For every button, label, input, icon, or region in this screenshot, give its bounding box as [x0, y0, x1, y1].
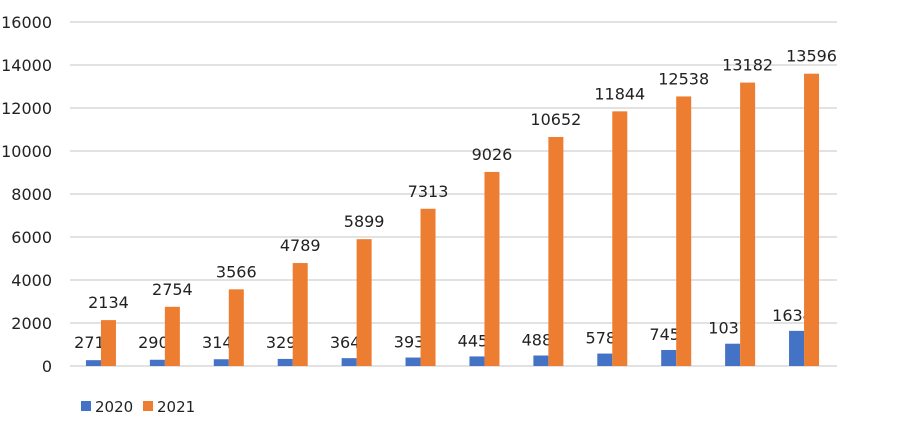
data-label: 578	[586, 329, 617, 348]
bar-2020	[149, 359, 165, 366]
y-tick-label: 10000	[1, 142, 52, 161]
bar-2021	[804, 73, 820, 366]
bar-2020	[213, 359, 229, 366]
data-label: 1634	[772, 306, 813, 325]
bar-2021	[612, 111, 628, 366]
data-label: 329	[266, 333, 297, 352]
bar-2020	[277, 358, 293, 366]
data-label: 10652	[530, 110, 581, 129]
bar-2020	[597, 353, 613, 366]
data-label: 9026	[472, 145, 513, 164]
bar-2021	[356, 239, 372, 366]
bar-2020	[725, 343, 741, 366]
bar-2021	[548, 136, 564, 366]
bar-2020	[789, 330, 805, 366]
data-label: 393	[394, 333, 425, 352]
y-tick-label: 4000	[11, 271, 52, 290]
data-label: 445	[458, 331, 489, 350]
bar-2021	[484, 171, 500, 366]
data-label: 290	[138, 333, 169, 352]
y-tick-label: 14000	[1, 56, 52, 75]
data-label: 364	[330, 333, 361, 352]
bar-2020	[85, 360, 101, 366]
bar-2021	[164, 306, 180, 366]
y-tick-label: 6000	[11, 228, 52, 247]
y-tick-label: 2000	[11, 314, 52, 333]
bar-2020	[405, 357, 421, 366]
bar-2020	[469, 356, 485, 366]
legend-label: 2021	[157, 398, 195, 416]
data-label: 12538	[658, 69, 709, 88]
y-tick-label: 12000	[1, 99, 52, 118]
data-label: 314	[202, 333, 233, 352]
data-label: 7313	[408, 182, 449, 201]
data-label: 3566	[216, 262, 257, 281]
bar-2020	[533, 355, 549, 366]
legend-swatch	[81, 401, 91, 411]
y-tick-label: 16000	[1, 13, 52, 32]
bar-2021	[228, 289, 244, 366]
data-label: 4789	[280, 236, 321, 255]
y-tick-label: 0	[42, 357, 52, 376]
data-label: 11844	[594, 84, 645, 103]
bar-2021	[676, 96, 692, 367]
data-label: 2754	[152, 280, 193, 299]
data-label: 5899	[344, 212, 385, 231]
y-tick-label: 8000	[11, 185, 52, 204]
data-label: 13596	[786, 47, 837, 66]
data-label: 2134	[88, 293, 129, 312]
bar-2021	[100, 320, 116, 366]
legend-label: 2020	[95, 398, 133, 416]
data-label: 488	[522, 331, 553, 350]
bar-2021	[292, 263, 308, 366]
bar-2021	[740, 82, 756, 366]
data-label: 13182	[722, 56, 773, 75]
bar-2020	[341, 358, 357, 366]
bar-2021	[420, 208, 436, 366]
bar-2020	[661, 349, 677, 366]
data-label: 1037	[708, 319, 749, 338]
legend-swatch	[143, 401, 153, 411]
data-label: 271	[74, 333, 105, 352]
data-label: 745	[649, 325, 680, 344]
